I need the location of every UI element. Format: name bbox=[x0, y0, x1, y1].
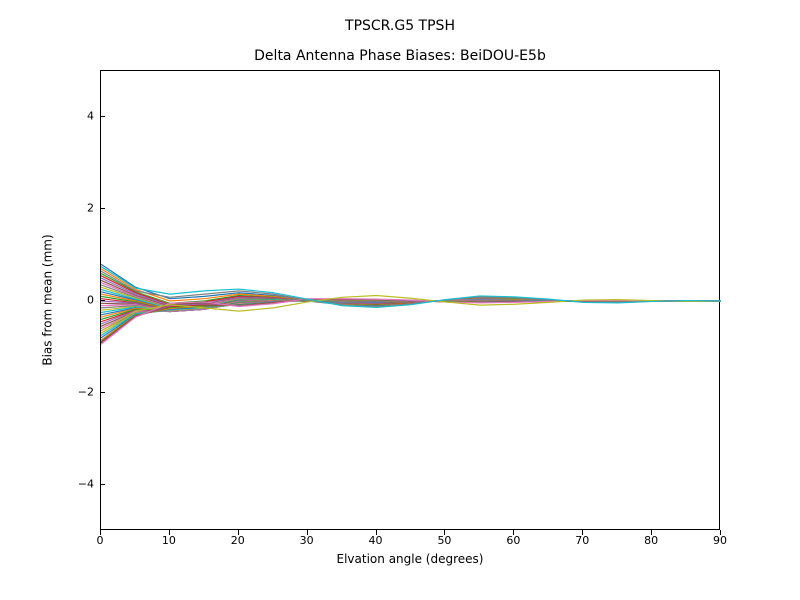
x-tick-mark bbox=[651, 530, 652, 535]
x-tick-label: 10 bbox=[162, 534, 176, 547]
plot-area bbox=[100, 70, 720, 530]
x-tick-mark bbox=[376, 530, 377, 535]
x-axis-label: Elvation angle (degrees) bbox=[100, 552, 720, 566]
x-tick-mark bbox=[238, 530, 239, 535]
y-tick-label: 0 bbox=[54, 294, 94, 307]
y-tick-mark bbox=[100, 392, 105, 393]
x-tick-mark bbox=[100, 530, 101, 535]
x-tick-label: 20 bbox=[231, 534, 245, 547]
x-tick-label: 50 bbox=[437, 534, 451, 547]
y-tick-label: −2 bbox=[54, 386, 94, 399]
x-tick-label: 70 bbox=[575, 534, 589, 547]
y-tick-label: −4 bbox=[54, 478, 94, 491]
x-tick-mark bbox=[513, 530, 514, 535]
x-tick-label: 40 bbox=[369, 534, 383, 547]
line-series-group bbox=[101, 71, 721, 531]
x-tick-label: 90 bbox=[713, 534, 727, 547]
y-tick-mark bbox=[100, 300, 105, 301]
y-tick-label: 2 bbox=[54, 202, 94, 215]
y-tick-mark bbox=[100, 484, 105, 485]
x-tick-mark bbox=[307, 530, 308, 535]
figure: TPSCR.G5 TPSH Delta Antenna Phase Biases… bbox=[0, 0, 800, 600]
x-tick-mark bbox=[720, 530, 721, 535]
x-tick-mark bbox=[582, 530, 583, 535]
chart-title: Delta Antenna Phase Biases: BeiDOU-E5b bbox=[0, 48, 800, 64]
x-tick-label: 30 bbox=[300, 534, 314, 547]
x-tick-label: 0 bbox=[97, 534, 104, 547]
x-tick-label: 80 bbox=[644, 534, 658, 547]
x-tick-mark bbox=[444, 530, 445, 535]
x-tick-label: 60 bbox=[506, 534, 520, 547]
line-series bbox=[101, 300, 721, 342]
figure-suptitle: TPSCR.G5 TPSH bbox=[0, 18, 800, 34]
y-tick-mark bbox=[100, 116, 105, 117]
y-tick-mark bbox=[100, 208, 105, 209]
y-tick-label: 4 bbox=[54, 110, 94, 123]
line-series bbox=[101, 299, 721, 342]
x-tick-mark bbox=[169, 530, 170, 535]
